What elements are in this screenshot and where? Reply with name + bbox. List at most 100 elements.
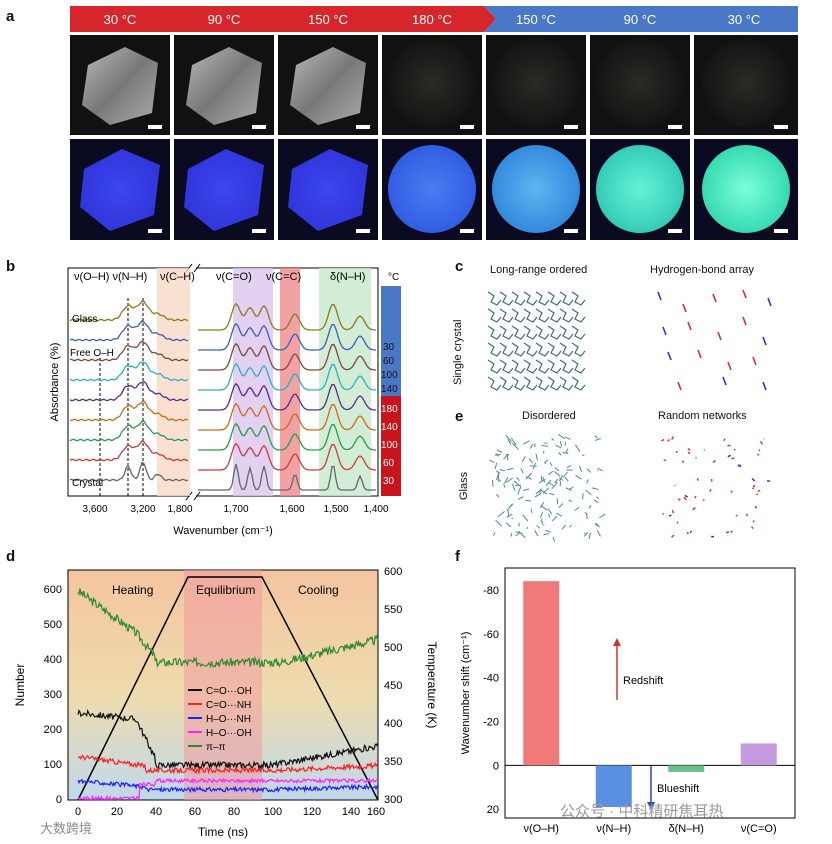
hbond-mark: [722, 376, 727, 386]
spectrum-line: [69, 400, 189, 422]
panel-a-label: a: [6, 8, 15, 25]
molecule-bond: [556, 512, 563, 517]
band-ch: [157, 268, 190, 496]
spectrum-line: [198, 463, 376, 491]
temp-label: 180 °C: [412, 12, 452, 27]
molecule-bond: [511, 376, 526, 391]
phase-equilibrium: Equilibrium: [196, 583, 255, 597]
c-title-2: Hydrogen-bond array: [650, 264, 754, 276]
hbond-mark: [677, 498, 681, 501]
x-axis-label: Time (ns): [198, 825, 248, 839]
hbond-mark: [668, 514, 672, 517]
molecule-bond: [571, 325, 586, 340]
molecule-bond: [543, 533, 549, 536]
molecule-bond: [548, 470, 554, 476]
md-series-line: [77, 588, 379, 669]
photo-svg: [70, 35, 798, 240]
molecule-bond: [535, 359, 550, 374]
molecule-bond: [584, 512, 588, 515]
molecule-bond: [503, 483, 506, 488]
molecule-bond: [555, 444, 562, 449]
molecule-bond: [568, 499, 573, 503]
molecule-bond: [511, 483, 516, 491]
molecule-bond: [499, 469, 506, 472]
molecule-bond: [559, 359, 574, 374]
y-axis-label: Absorbance (%): [49, 343, 61, 422]
molecule-bond: [535, 376, 550, 391]
molecule-bond: [558, 503, 564, 508]
molecule-bond: [511, 291, 526, 306]
molecule-bond: [571, 359, 586, 374]
molecule-bond: [511, 308, 526, 323]
molecule-bond: [495, 470, 501, 474]
panel-e-label: e: [455, 408, 464, 425]
molecule-bond: [547, 291, 562, 306]
molecule-bond: [594, 435, 598, 439]
ftir-chart: ν(O–H) ν(N–H) ν(C–H) ν(C=O) ν(C=C) δ(N–H…: [49, 262, 401, 537]
molecule-bond: [506, 513, 513, 518]
hbond-mark: [762, 381, 767, 391]
hbond-mark: [717, 331, 722, 341]
band-label: ν(C=O): [216, 271, 252, 283]
y-tick: 0: [493, 760, 499, 772]
molecule-bond: [554, 478, 559, 484]
hbond-mark: [767, 297, 772, 307]
y-tick: 100: [44, 759, 62, 771]
temp-label: 150 °C: [516, 12, 556, 27]
hbond-mark: [687, 451, 691, 455]
molecule-bond: [569, 486, 574, 490]
free-oh-label: Free O–H: [70, 348, 114, 359]
molecule-bond: [525, 476, 533, 480]
molecule-bond: [505, 522, 511, 528]
category-label: ν(N–H): [596, 823, 631, 835]
molecule-bond: [513, 480, 521, 487]
redshift-label: Redshift: [623, 675, 663, 687]
molecule-bond: [547, 325, 562, 340]
molecule-bond: [491, 479, 494, 487]
phase-heating: Heating: [112, 583, 153, 597]
molecule-bond: [495, 519, 502, 527]
molecule-bond: [559, 325, 574, 340]
molecule-bond: [517, 489, 520, 495]
molecule-bond: [523, 291, 538, 306]
molecule-bond: [559, 291, 574, 306]
spectrum-line: [69, 380, 189, 402]
y-tick: 600: [44, 584, 62, 596]
hbond-mark: [697, 349, 702, 359]
molecule-bond: [494, 453, 501, 456]
spectrum-line: [69, 320, 189, 342]
x-tick: 120: [303, 806, 321, 818]
temp-tick: 100: [381, 370, 398, 381]
molecule-bond: [540, 475, 543, 482]
molecule-bond: [535, 453, 539, 461]
molecule-bond: [565, 487, 572, 491]
y-axis-label: Wavenumber shift (cm⁻¹): [460, 632, 472, 755]
category-label: δ(N–H): [669, 823, 704, 835]
temp-tick: 60: [383, 458, 395, 469]
y-tick: 300: [44, 689, 62, 701]
molecule-bond: [487, 291, 502, 306]
y2-tick: 400: [384, 718, 402, 730]
glass-row-label: Glass: [458, 471, 470, 500]
molecule-bond: [487, 325, 502, 340]
x-tick: 3,200: [130, 504, 155, 515]
molecule-bond: [535, 291, 550, 306]
legend-item: H–O···OH: [206, 728, 252, 739]
x-tick: 60: [189, 806, 201, 818]
y-axis-label: Number: [13, 664, 27, 707]
hbond-mark: [751, 526, 754, 530]
x-tick: 1,400: [363, 504, 388, 515]
molecule-bond: [497, 510, 505, 518]
y2-tick: 600: [384, 566, 402, 578]
y-tick: 500: [44, 619, 62, 631]
hbond-mark: [684, 494, 689, 498]
molecule-bond: [554, 471, 561, 477]
molecule-bond: [511, 325, 526, 340]
molecule-bond: [559, 441, 563, 447]
hbond-mark: [727, 454, 732, 458]
molecule-bond: [551, 438, 555, 441]
md-series-line: [77, 778, 379, 794]
y-tick: -60: [483, 629, 499, 641]
molecule-bond: [488, 459, 495, 463]
x-tick: 1,600: [279, 504, 304, 515]
